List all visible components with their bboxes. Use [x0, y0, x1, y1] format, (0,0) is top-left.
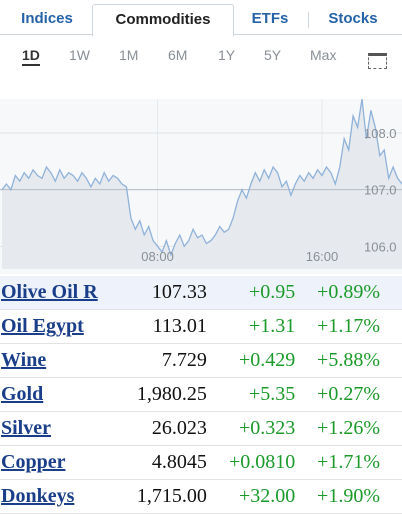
percent-change: +5.88%: [317, 349, 380, 372]
percent-change: +1.71%: [317, 450, 380, 473]
table-row[interactable]: Wine 7.729 +0.429 +5.88%: [0, 344, 402, 378]
tab-stocks[interactable]: Stocks: [328, 10, 378, 27]
commodity-link[interactable]: Wine: [1, 349, 47, 372]
area-fill: [2, 99, 402, 269]
change: +1.31: [248, 315, 296, 338]
change: +32.00: [238, 484, 296, 507]
market-tabs: Indices Commodities ETFs Stocks: [0, 0, 402, 37]
change: +5.35: [248, 383, 296, 406]
table-row[interactable]: Oil Egypt 113.01 +1.31 +1.17%: [0, 310, 402, 344]
range-1y[interactable]: 1Y: [218, 47, 236, 63]
table-row[interactable]: Silver 26.023 +0.323 +1.26%: [0, 412, 402, 446]
commodity-link[interactable]: Olive Oil R: [1, 281, 98, 304]
x-tick-label: 16:00: [306, 249, 339, 264]
range-1d[interactable]: 1D: [22, 47, 40, 66]
price: 26.023: [151, 417, 207, 439]
y-tick-label: 108.0: [364, 126, 397, 141]
price: 1,980.25: [136, 383, 207, 406]
commodity-link[interactable]: Donkeys: [1, 484, 75, 507]
expand-chart-icon[interactable]: [368, 53, 387, 69]
range-1w[interactable]: 1W: [69, 47, 90, 63]
price: 4.8045: [151, 450, 207, 473]
percent-change: +1.26%: [317, 417, 380, 439]
table-row[interactable]: Copper 4.8045 +0.0810 +1.71%: [0, 445, 402, 480]
x-tick-label: 08:00: [141, 249, 174, 264]
tab-commodities[interactable]: Commodities: [92, 4, 234, 37]
series-line: [1, 99, 402, 257]
y-tick-label: 107.0: [364, 183, 397, 198]
percent-change: +1.90%: [317, 484, 380, 507]
commodity-link[interactable]: Silver: [1, 417, 51, 439]
change: +0.323: [238, 417, 296, 439]
chart-panel: 1D 1W 1M 6M 1Y 5Y Max 108.0 107.0 106.0 08:…: [0, 35, 402, 274]
table-row[interactable]: Donkeys 1,715.00 +32.00 +1.90%: [0, 479, 402, 514]
tab-separator: [308, 12, 309, 28]
range-5y[interactable]: 5Y: [264, 47, 282, 63]
commodity-link[interactable]: Oil Egypt: [1, 315, 84, 338]
range-6m[interactable]: 6M: [168, 47, 188, 63]
tab-etfs[interactable]: ETFs: [251, 10, 289, 27]
change: +0.95: [248, 281, 296, 304]
commodity-link[interactable]: Gold: [1, 383, 44, 406]
price: 7.729: [161, 349, 207, 372]
change: +0.0810: [228, 450, 296, 473]
commodity-link[interactable]: Copper: [1, 450, 66, 473]
change: +0.429: [238, 349, 296, 372]
table-row[interactable]: Gold 1,980.25 +5.35 +0.27%: [0, 378, 402, 412]
price: 113.01: [152, 315, 207, 338]
range-max[interactable]: Max: [310, 47, 337, 63]
price: 107.33: [151, 281, 207, 304]
price-chart: 108.0 107.0 106.0 08:00 16:00: [0, 99, 402, 274]
range-1m[interactable]: 1M: [119, 47, 139, 63]
percent-change: +0.27%: [317, 383, 380, 406]
price: 1,715.00: [136, 484, 207, 507]
y-tick-label: 106.0: [364, 239, 397, 254]
percent-change: +1.17%: [317, 315, 380, 338]
tab-indices[interactable]: Indices: [21, 10, 73, 27]
range-selector: 1D 1W 1M 6M 1Y 5Y Max: [0, 47, 402, 71]
quotes-table: Olive Oil R 107.33 +0.95 +0.89% Oil Egyp…: [0, 276, 402, 514]
table-row[interactable]: Olive Oil R 107.33 +0.95 +0.89%: [0, 276, 402, 310]
percent-change: +0.89%: [317, 281, 380, 304]
